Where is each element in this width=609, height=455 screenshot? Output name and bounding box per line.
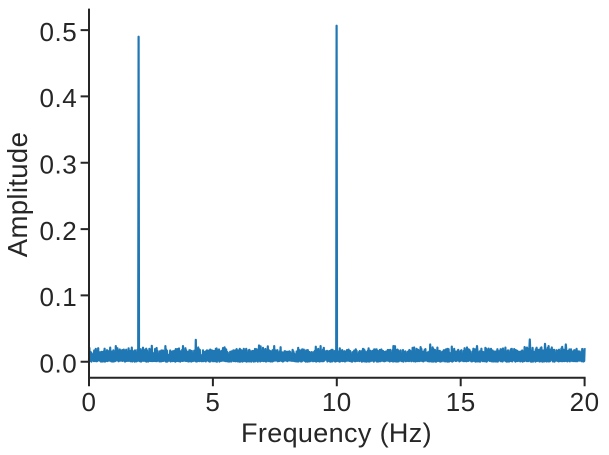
svg-text:0.3: 0.3 (40, 150, 78, 180)
svg-text:10: 10 (322, 387, 352, 417)
svg-text:0.2: 0.2 (40, 216, 78, 246)
svg-text:0.5: 0.5 (40, 17, 78, 47)
svg-text:20: 20 (570, 387, 600, 417)
svg-text:0: 0 (82, 387, 97, 417)
svg-text:Frequency (Hz): Frequency (Hz) (241, 418, 432, 448)
svg-text:5: 5 (205, 387, 220, 417)
svg-text:0.1: 0.1 (40, 282, 78, 312)
svg-text:0.0: 0.0 (40, 349, 78, 379)
svg-text:15: 15 (446, 387, 476, 417)
svg-text:Amplitude: Amplitude (2, 132, 33, 257)
svg-text:0.4: 0.4 (40, 83, 78, 113)
